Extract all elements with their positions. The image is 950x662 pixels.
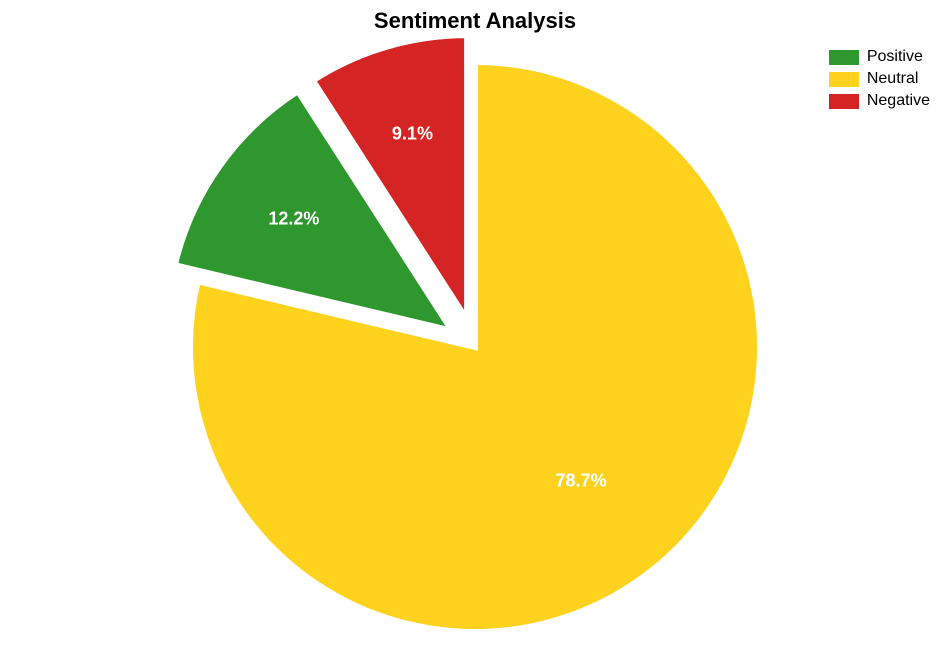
legend-item-negative: Negative — [829, 92, 930, 110]
legend-swatch-negative — [829, 94, 859, 109]
legend-swatch-positive — [829, 50, 859, 65]
legend-label-negative: Negative — [867, 92, 930, 110]
sentiment-pie-chart: Sentiment Analysis Positive Neutral Nega… — [0, 0, 950, 662]
legend-swatch-neutral — [829, 72, 859, 87]
legend-item-neutral: Neutral — [829, 70, 930, 88]
slice-label-positive: 12.2% — [268, 208, 319, 229]
slice-label-neutral: 78.7% — [556, 471, 607, 492]
pie-svg — [0, 0, 950, 662]
legend-label-positive: Positive — [867, 48, 923, 66]
legend-label-neutral: Neutral — [867, 70, 919, 88]
slice-label-negative: 9.1% — [392, 124, 433, 145]
legend-item-positive: Positive — [829, 48, 930, 66]
legend: Positive Neutral Negative — [829, 48, 930, 114]
